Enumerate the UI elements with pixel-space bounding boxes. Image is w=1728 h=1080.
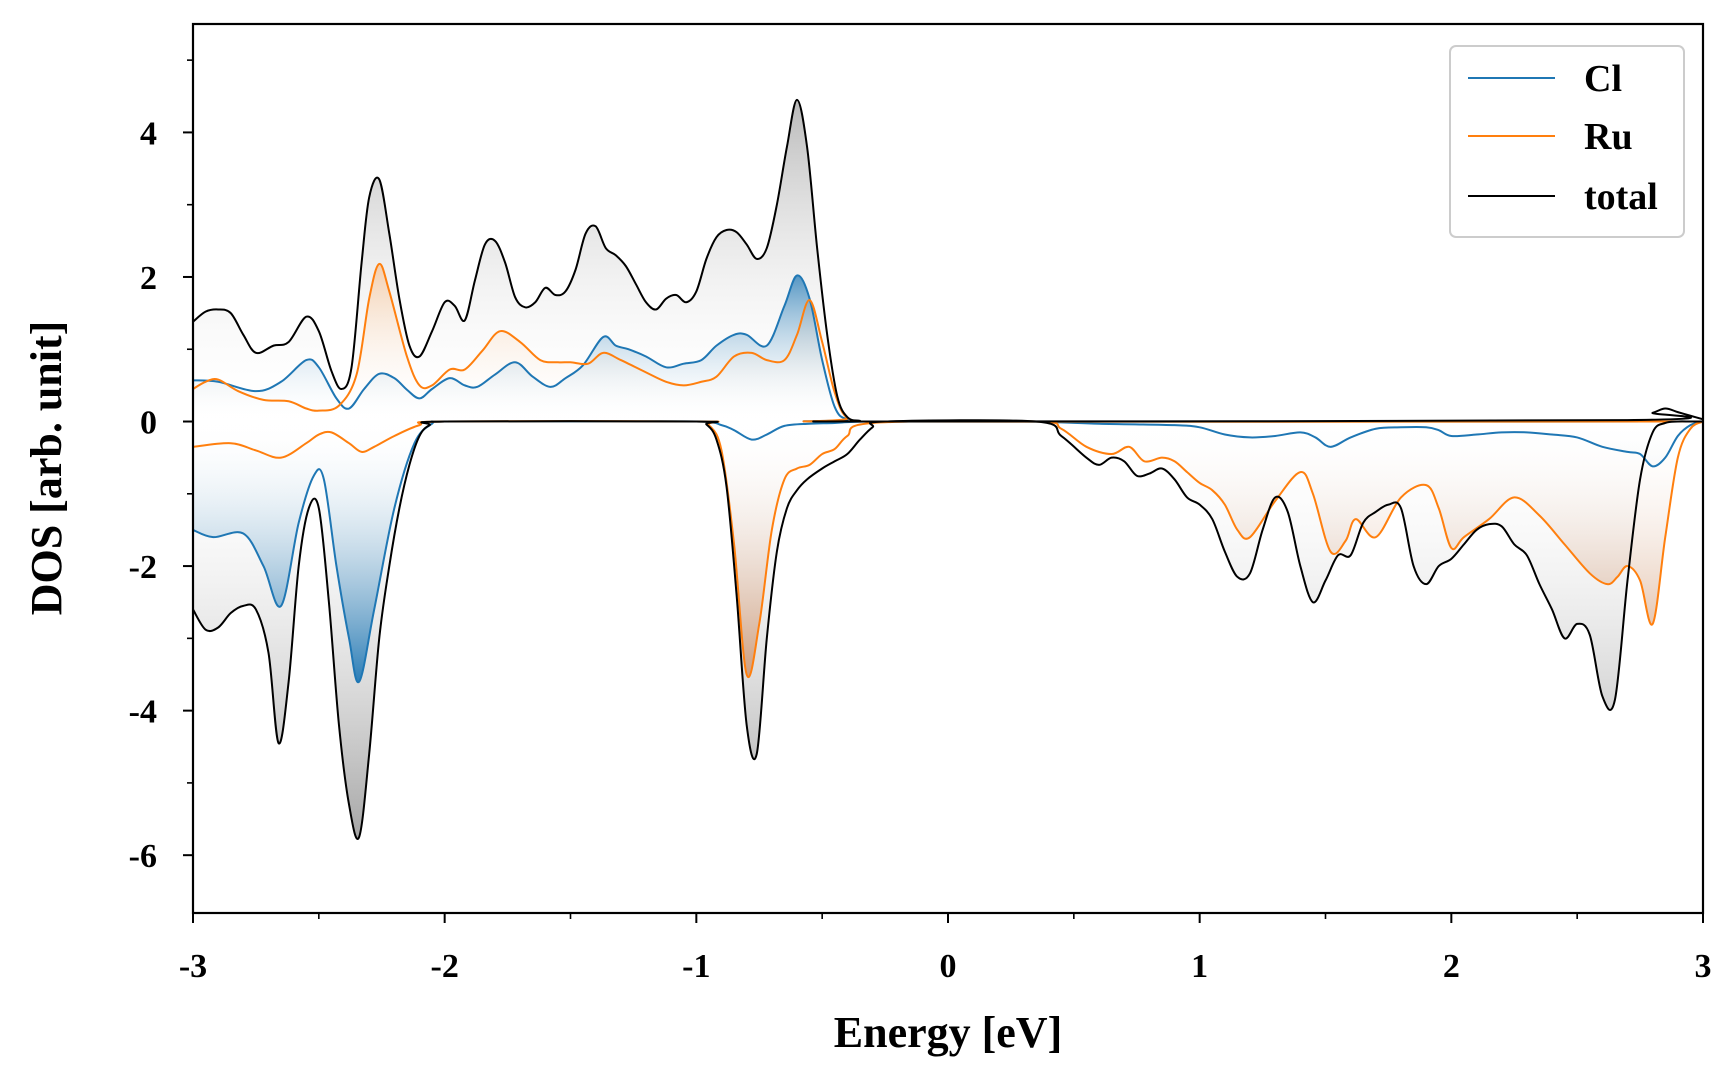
line-total-down <box>193 419 1703 840</box>
y-tick-label: -6 <box>129 838 157 875</box>
y-axis-ticks: -6 -4 -2 0 2 4 <box>129 59 193 875</box>
y-tick-label: -4 <box>129 694 157 731</box>
legend-label-total: total <box>1584 176 1658 218</box>
legend-label-cl: Cl <box>1584 58 1622 100</box>
x-tick-label: -3 <box>179 948 207 985</box>
line-ru-up <box>193 262 1703 423</box>
line-cl-up <box>193 274 1703 423</box>
x-tick-label: -1 <box>682 948 710 985</box>
y-axis-label: DOS [arb. unit] <box>22 321 71 616</box>
y-tick-label: 4 <box>140 115 157 152</box>
x-axis-label: Energy [eV] <box>834 1008 1063 1057</box>
x-tick-label: -2 <box>431 948 459 985</box>
x-tick-label: 2 <box>1443 948 1460 985</box>
x-tick-label: 3 <box>1695 948 1712 985</box>
x-axis-ticks: -3 -2 -1 0 1 2 3 <box>179 913 1712 985</box>
x-tick-label: 1 <box>1191 948 1208 985</box>
area-fills <box>193 99 1703 839</box>
y-tick-label: 0 <box>140 405 157 442</box>
legend-box <box>1449 45 1685 238</box>
line-ru-down <box>193 419 1703 679</box>
fill-cl-down <box>193 421 1703 683</box>
legend: Cl Ru total <box>1449 45 1685 238</box>
y-tick-label: -2 <box>129 549 157 586</box>
line-total-up <box>193 98 1703 423</box>
legend-label-ru: Ru <box>1584 116 1633 158</box>
x-tick-label: 0 <box>940 948 957 985</box>
y-tick-label: 2 <box>140 260 157 297</box>
series-lines <box>193 98 1703 840</box>
fill-ru-down <box>193 420 1703 678</box>
fill-cl-up <box>193 275 1703 422</box>
fill-total-up <box>193 99 1703 422</box>
